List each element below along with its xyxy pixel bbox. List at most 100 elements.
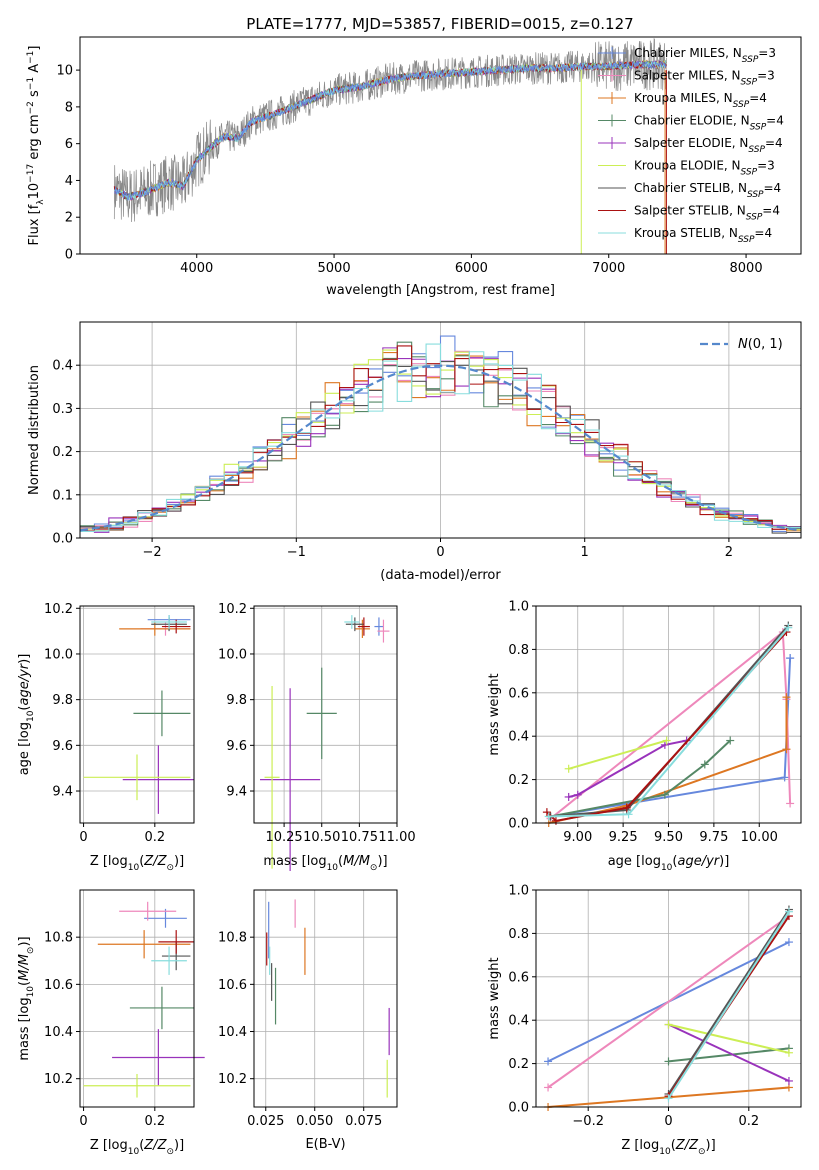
y-tick-label: 10.2 xyxy=(218,1072,247,1087)
y-tick-label: 10.0 xyxy=(44,647,73,662)
y-tick-label: 0.2 xyxy=(508,1057,529,1072)
y-tick-label: 1.0 xyxy=(508,884,529,899)
y-tick-label: 10.2 xyxy=(218,602,247,617)
x-tick-label: 9.50 xyxy=(654,830,683,845)
frame-spectrum xyxy=(79,36,802,255)
series-line xyxy=(668,1047,790,1063)
y-tick-label: 10.4 xyxy=(218,1025,247,1040)
x-tick-label: 8000 xyxy=(730,261,763,276)
x-tick-label: 9.00 xyxy=(563,830,592,845)
y-tick-label: 0.2 xyxy=(52,445,73,460)
x-axis-label: Z [log10(Z/Z⊙)] xyxy=(90,1138,184,1157)
series-line xyxy=(550,658,792,818)
y-tick-label: 1.0 xyxy=(508,600,529,615)
series-line xyxy=(667,908,790,1095)
axes-spectrum xyxy=(113,37,667,254)
x-tick-label: −2 xyxy=(143,545,162,560)
y-tick-label: 0.2 xyxy=(508,773,529,788)
x-tick-label: 10.25 xyxy=(265,830,302,845)
series-line xyxy=(568,739,667,770)
x-tick-label: 0.050 xyxy=(296,1114,333,1129)
legend-entry: Kroupa MILES, NSSP=4 xyxy=(634,91,767,110)
spectrum-model-line xyxy=(114,60,667,201)
y-tick-label: 0.3 xyxy=(52,402,73,417)
y-tick-label: 10.0 xyxy=(218,647,247,662)
plot-area-mass-age xyxy=(260,615,390,871)
y-axis-label: Normed distribution xyxy=(27,365,42,495)
plot-area-residuals xyxy=(80,335,801,534)
axes-z-mass xyxy=(80,890,205,1107)
plot-area-spectrum xyxy=(113,37,667,254)
x-tick-label: 1 xyxy=(581,545,589,560)
axes-z-weight xyxy=(536,889,801,1111)
x-axis-label: (data-model)/error xyxy=(380,568,501,583)
y-tick-label: 9.4 xyxy=(52,785,73,800)
plot-area-z-weight xyxy=(544,905,793,1111)
x-tick-label: 2 xyxy=(725,545,733,560)
plot-area-z-mass xyxy=(83,901,205,1098)
x-tick-label: 0.075 xyxy=(345,1114,382,1129)
y-tick-label: 10.8 xyxy=(218,931,247,946)
frame-z-mass xyxy=(79,889,195,1108)
legend-entry: Salpeter MILES, NSSP=3 xyxy=(634,69,775,88)
series-line xyxy=(547,915,790,1089)
axes-ebv-mass xyxy=(254,890,397,1107)
legend-entry: Salpeter STELIB, NSSP=4 xyxy=(634,204,780,223)
figure-title: PLATE=1777, MJD=53857, FIBERID=0015, z=0… xyxy=(246,15,633,33)
spectrum-model-line xyxy=(113,60,667,201)
x-tick-label: 0 xyxy=(79,1114,87,1129)
series-line xyxy=(550,739,731,818)
legend-entry: Kroupa STELIB, NSSP=4 xyxy=(634,226,772,245)
x-tick-label: 10.50 xyxy=(303,830,340,845)
y-tick-label: 0 xyxy=(65,248,73,263)
x-tick-label: 0 xyxy=(79,830,87,845)
legend-entry: Chabrier MILES, NSSP=3 xyxy=(634,46,776,65)
series-line xyxy=(550,624,790,818)
y-tick-label: 10.8 xyxy=(44,931,73,946)
x-tick-label: 10.00 xyxy=(741,830,778,845)
x-tick-label: 0.025 xyxy=(247,1114,284,1129)
y-axis-label: age [log10(age/yr)] xyxy=(17,654,36,776)
y-tick-label: 0.4 xyxy=(52,359,73,374)
y-tick-label: 0.1 xyxy=(52,488,73,503)
x-axis-label: wavelength [Angstrom, rest frame] xyxy=(326,283,555,298)
y-tick-label: 9.6 xyxy=(52,739,73,754)
legend-entry: Kroupa ELODIE, NSSP=3 xyxy=(634,159,775,178)
x-tick-label: 7000 xyxy=(592,261,625,276)
legend-entry: Chabrier ELODIE, NSSP=4 xyxy=(634,114,784,133)
x-tick-label: −1 xyxy=(287,545,306,560)
y-tick-label: 10.2 xyxy=(44,1072,73,1087)
series-line xyxy=(549,630,792,820)
y-tick-label: 4 xyxy=(65,174,73,189)
legend-entry: Salpeter ELODIE, NSSP=4 xyxy=(634,136,783,155)
y-tick-label: 10.6 xyxy=(218,978,247,993)
series-line xyxy=(667,911,790,1099)
x-tick-label: 5000 xyxy=(318,261,351,276)
x-tick-label: 0.2 xyxy=(144,830,165,845)
y-tick-label: 8 xyxy=(65,100,73,115)
x-tick-label: 0 xyxy=(436,545,444,560)
series-line xyxy=(568,739,687,798)
y-tick-label: 9.8 xyxy=(226,693,247,708)
y-tick-label: 9.6 xyxy=(226,739,247,754)
x-axis-label: age [log10(age/yr)] xyxy=(608,854,730,873)
y-tick-label: 10 xyxy=(56,64,73,79)
y-axis-label: mass weight xyxy=(487,957,502,1039)
y-tick-label: 9.8 xyxy=(52,693,73,708)
series-line xyxy=(668,1023,790,1082)
plot-area-age-weight xyxy=(542,621,795,827)
y-axis-label: mass weight xyxy=(487,673,502,755)
x-axis-label: Z [log10(Z/Z⊙)] xyxy=(90,854,184,873)
axes-residuals xyxy=(80,322,801,539)
y-tick-label: 0.4 xyxy=(508,730,529,745)
x-tick-label: 9.25 xyxy=(609,830,638,845)
series-line xyxy=(548,697,788,824)
axes-age-weight xyxy=(536,605,801,827)
x-axis-label: E(B-V) xyxy=(305,1137,345,1152)
y-tick-label: 0.6 xyxy=(508,686,529,701)
y-axis-label: mass [log10(M/M⊙)] xyxy=(17,936,36,1060)
y-tick-label: 0.6 xyxy=(508,970,529,985)
x-tick-label: 6000 xyxy=(455,261,488,276)
series-line xyxy=(668,1023,790,1054)
